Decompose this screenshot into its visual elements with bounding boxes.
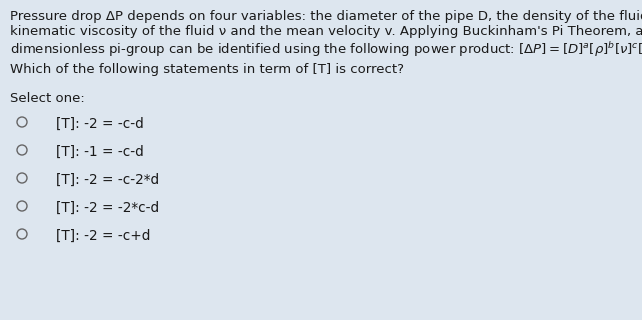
- Text: [T]: -1 = -c-d: [T]: -1 = -c-d: [56, 145, 144, 159]
- Text: Which of the following statements in term of [T] is correct?: Which of the following statements in ter…: [10, 63, 404, 76]
- Text: kinematic viscosity of the fluid ν and the mean velocity v. Applying Buckinham's: kinematic viscosity of the fluid ν and t…: [10, 25, 642, 38]
- Text: [T]: -2 = -c-d: [T]: -2 = -c-d: [56, 117, 144, 131]
- Text: Pressure drop ΔP depends on four variables: the diameter of the pipe D, the dens: Pressure drop ΔP depends on four variabl…: [10, 10, 642, 23]
- Text: [T]: -2 = -2*c-d: [T]: -2 = -2*c-d: [56, 201, 159, 215]
- Text: [T]: -2 = -c-2*d: [T]: -2 = -c-2*d: [56, 173, 159, 187]
- Text: dimensionless pi-group can be identified using the following power product: $[\D: dimensionless pi-group can be identified…: [10, 40, 642, 59]
- Text: [T]: -2 = -c+d: [T]: -2 = -c+d: [56, 229, 150, 243]
- Text: Select one:: Select one:: [10, 92, 85, 105]
